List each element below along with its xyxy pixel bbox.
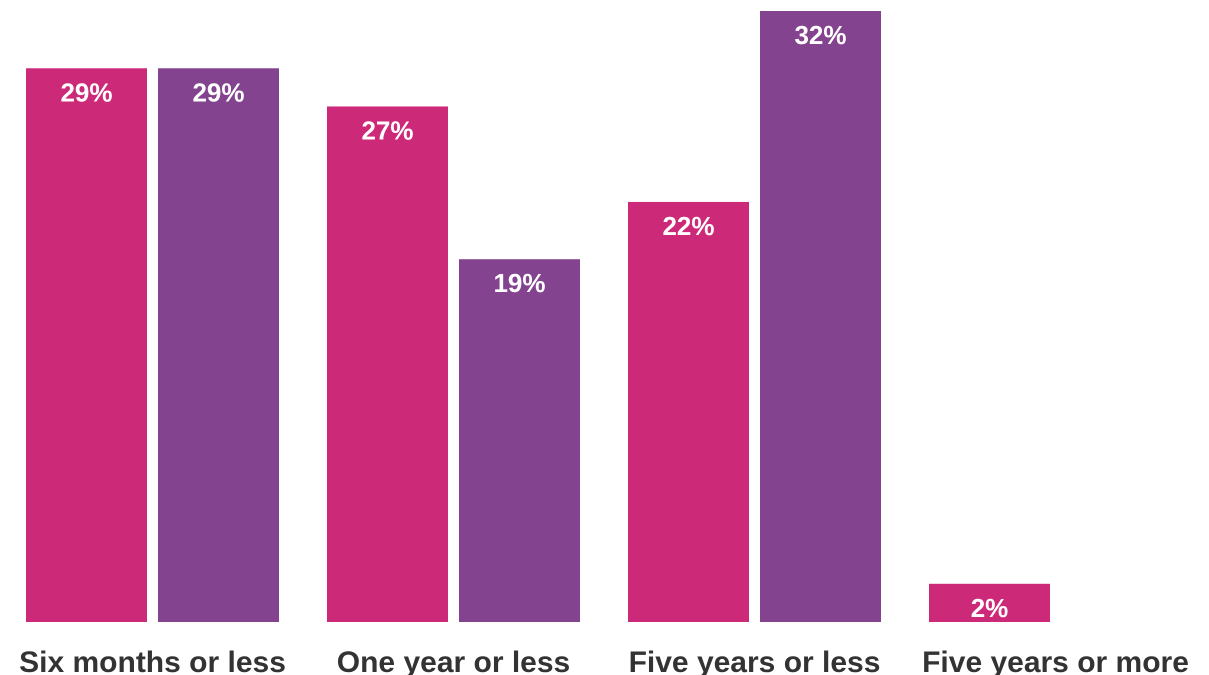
bar-1-series-1	[459, 259, 580, 622]
data-label-0-series-1: 29%	[192, 77, 244, 107]
data-label-0-series-0: 29%	[60, 77, 112, 107]
category-label-3: Five years or more	[922, 646, 1189, 675]
bars-group: 29% 29% 27% 19% 22% 32% 2%	[26, 11, 1050, 623]
data-label-3-series-0: 2%	[971, 593, 1009, 623]
data-label-2-series-1: 32%	[794, 20, 846, 50]
data-label-1-series-0: 27%	[361, 115, 413, 145]
bar-3-series-0	[929, 583, 1050, 622]
data-label-1-series-1: 19%	[493, 268, 545, 298]
bar-1-series-0	[327, 106, 448, 622]
category-label-0: Six months or less	[19, 646, 286, 675]
bar-0-series-1	[158, 68, 279, 622]
category-labels-group: Six months or less One year or less Five y…	[19, 646, 1189, 675]
category-label-1: One year or less	[337, 646, 570, 675]
bar-2-series-1	[760, 11, 881, 622]
category-label-2: Five years or less	[629, 646, 881, 675]
data-label-2-series-0: 22%	[662, 211, 714, 241]
bar-0-series-0	[26, 68, 147, 622]
bar-2-series-0	[628, 201, 749, 622]
